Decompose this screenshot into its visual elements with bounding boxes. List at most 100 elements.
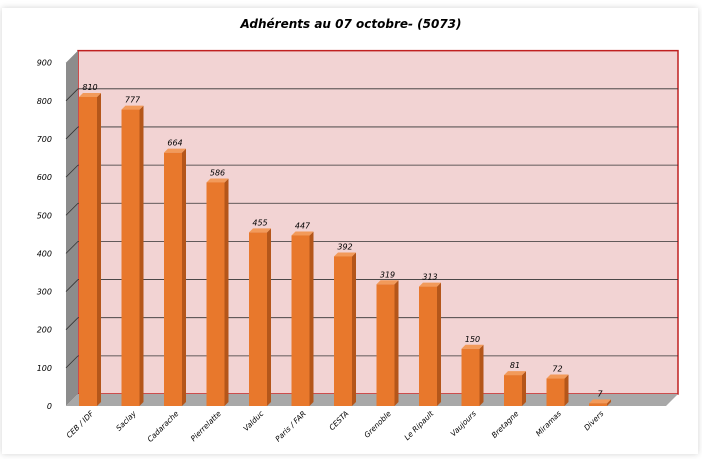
data-label: 150 xyxy=(465,335,480,344)
x-tick-label: Pierrelatte xyxy=(189,409,223,443)
gridline-side xyxy=(65,88,79,102)
bar xyxy=(249,228,271,406)
data-label: 447 xyxy=(295,221,311,230)
bar-top xyxy=(121,105,144,110)
bar-side xyxy=(607,399,611,406)
bar-side xyxy=(479,344,484,406)
x-tick-label: Saclay xyxy=(114,409,138,433)
y-tick-label: 300 xyxy=(37,288,52,297)
bar-side xyxy=(97,92,101,407)
bar xyxy=(164,148,186,406)
x-tick-label: CESTA xyxy=(327,409,350,432)
bar-top xyxy=(206,178,229,183)
bar-top xyxy=(461,344,484,349)
bar-top xyxy=(334,252,356,257)
bar xyxy=(334,252,356,406)
x-tick-label: Divers xyxy=(582,409,605,432)
bar-side xyxy=(267,228,271,406)
x-tick-label: Cadarache xyxy=(146,409,181,444)
y-tick-label: 0 xyxy=(47,402,52,411)
bar-front xyxy=(504,375,522,406)
data-label: 72 xyxy=(552,365,562,374)
x-tick-label: CEB / IDF xyxy=(65,409,96,440)
bar xyxy=(461,344,484,406)
data-label: 7 xyxy=(597,389,603,398)
x-tick-label: Vaujours xyxy=(449,409,478,438)
data-label: 777 xyxy=(125,96,141,105)
bar xyxy=(419,282,441,406)
data-label: 455 xyxy=(252,218,267,227)
bar-front xyxy=(461,348,480,406)
y-tick-label: 400 xyxy=(37,249,52,258)
x-tick-label: Grenoble xyxy=(362,409,393,440)
bar xyxy=(376,280,399,406)
bar-front xyxy=(376,284,395,406)
chart-title: Adhérents au 07 octobre- (5073) xyxy=(240,17,462,31)
gridline-side xyxy=(65,241,79,254)
gridline-side xyxy=(65,279,79,292)
data-label: 664 xyxy=(167,139,182,148)
bar xyxy=(546,374,569,406)
floor xyxy=(66,394,678,406)
data-label: 810 xyxy=(82,83,97,92)
data-label: 313 xyxy=(422,273,437,282)
bar-top xyxy=(79,92,101,97)
bar-front xyxy=(419,286,437,406)
x-tick-label: Paris / FAR xyxy=(273,409,307,443)
bar-front xyxy=(291,235,310,406)
bar-top xyxy=(504,371,526,376)
left-wall xyxy=(66,50,78,407)
data-label: 81 xyxy=(510,361,520,370)
x-tick-label: Miramas xyxy=(534,409,563,438)
bar-top xyxy=(291,231,314,236)
bar xyxy=(589,399,611,406)
bar-side xyxy=(437,282,441,406)
bar-side xyxy=(182,148,186,406)
bar xyxy=(504,371,526,406)
gridline-side xyxy=(65,355,79,369)
data-label: 586 xyxy=(210,168,225,177)
x-tick-label: Valduc xyxy=(241,408,266,433)
bar xyxy=(79,92,101,407)
bar-side xyxy=(224,178,229,406)
bar-front xyxy=(121,109,140,407)
y-tick-label: 200 xyxy=(37,326,52,335)
bar-side xyxy=(394,280,399,406)
bar-front xyxy=(589,403,607,406)
bar-top xyxy=(419,282,441,287)
x-tick-label: Le Ripault xyxy=(402,408,436,442)
y-tick-label: 700 xyxy=(37,135,52,144)
data-label: 319 xyxy=(380,270,395,279)
bar-front xyxy=(79,96,97,407)
data-label: 392 xyxy=(337,242,352,251)
bar-side xyxy=(139,105,144,407)
bar-top xyxy=(546,374,569,379)
bar-top xyxy=(249,228,271,233)
bar-front xyxy=(546,378,565,406)
bar-side xyxy=(309,231,314,406)
gridline-side xyxy=(65,317,79,330)
bar xyxy=(121,105,144,407)
bar-front xyxy=(334,256,352,406)
bar xyxy=(206,178,229,406)
gridline-side xyxy=(65,164,79,178)
bar-side xyxy=(522,371,526,406)
bar-side xyxy=(564,374,569,406)
bar-front xyxy=(164,152,182,406)
y-tick-label: 900 xyxy=(37,59,52,68)
bar-top xyxy=(589,399,611,404)
bar-top xyxy=(376,280,399,285)
bar-side xyxy=(352,252,356,406)
bar-front xyxy=(249,232,267,406)
x-tick-label: Bretagne xyxy=(490,409,521,440)
gridline-side xyxy=(65,202,79,216)
y-tick-label: 600 xyxy=(37,173,52,182)
bar-top xyxy=(164,148,186,153)
bar-front xyxy=(206,182,225,406)
bar xyxy=(291,231,314,406)
y-tick-label: 100 xyxy=(37,364,52,373)
y-tick-label: 500 xyxy=(37,211,52,220)
y-tick-label: 800 xyxy=(37,97,52,106)
gridline-side xyxy=(65,126,79,140)
